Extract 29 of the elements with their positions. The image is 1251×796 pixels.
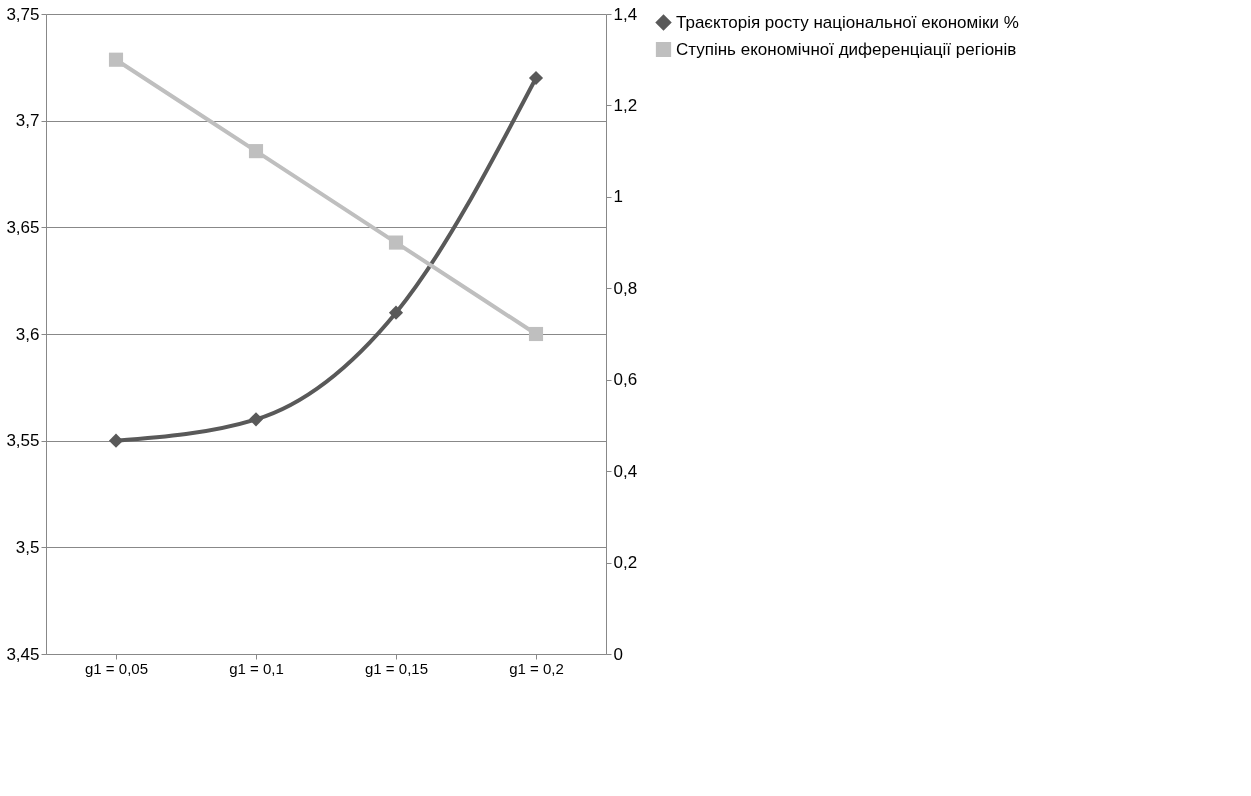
point	[528, 70, 544, 86]
y2-tick-label: 0,8	[613, 278, 638, 298]
point	[388, 235, 404, 250]
point	[248, 144, 264, 159]
point	[528, 326, 544, 342]
x-tick-label: g1 = 0,05	[85, 659, 148, 677]
y-tick-label: 3,45	[6, 644, 40, 664]
y-tick-label: 3,65	[6, 217, 40, 237]
y2-tick-label: 0,6	[613, 370, 638, 390]
y-tick-label: 3,55	[6, 431, 40, 451]
y-tick-label: 3,5	[15, 537, 40, 557]
x-tick-label: g1 = 0,2	[509, 659, 564, 677]
y2-tick-label: 0,4	[613, 461, 638, 481]
y2-tick-label: 1,2	[613, 95, 638, 115]
point	[108, 52, 124, 67]
y2-tick-label: 0,2	[613, 553, 638, 573]
legend-label: Ступінь економічної диференціації регіонів	[676, 39, 1017, 59]
point	[108, 433, 124, 448]
y2-tick-label: 0	[613, 644, 623, 664]
point	[388, 305, 404, 320]
y-tick-label: 3,6	[15, 324, 40, 344]
legend-label: Траєкторія росту національної економіки %	[676, 12, 1019, 32]
x-tick-label: g1 = 0,1	[229, 659, 284, 677]
y2-tick-label: 1,4	[613, 4, 638, 24]
y-tick-label: 3,75	[6, 4, 40, 24]
y2-tick-label: 1	[613, 187, 623, 207]
x-tick-label: g1 = 0,15	[365, 659, 428, 677]
y-tick-label: 3,7	[15, 111, 40, 131]
point	[248, 412, 264, 427]
